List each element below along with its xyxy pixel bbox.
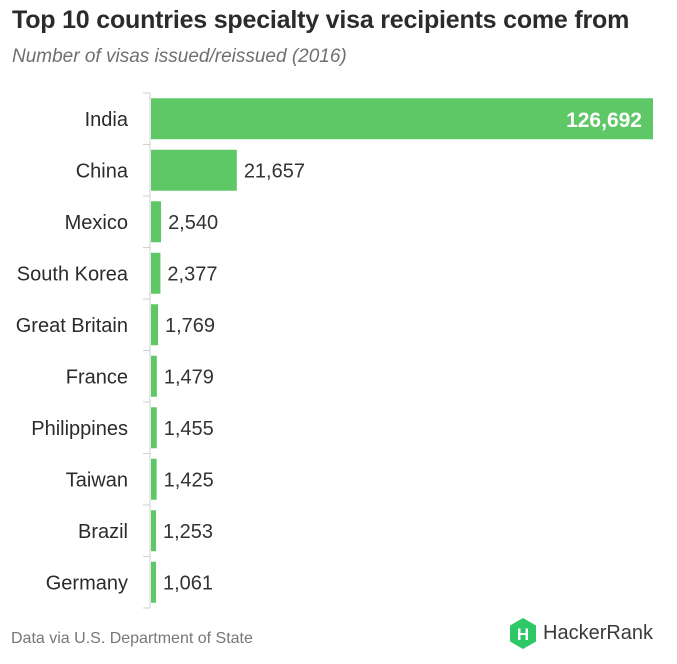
category-label: Great Britain: [16, 315, 128, 337]
chart-title: Top 10 countries specialty visa recipien…: [12, 6, 630, 34]
bar-chart: India 126,692 China 21,657 Mexico 2,540 South …: [16, 92, 653, 609]
category-label: Philippines: [31, 418, 128, 440]
bar: [151, 201, 162, 243]
data-label: 1,455: [164, 418, 214, 440]
bar: [151, 510, 156, 552]
category-label: India: [85, 109, 129, 131]
data-label: 2,540: [168, 212, 218, 234]
data-label: 2,377: [167, 263, 217, 285]
category-label: Taiwan: [66, 469, 128, 491]
bar: [151, 252, 161, 294]
chart-subtitle: Number of visas issued/reissued (2016): [12, 46, 347, 67]
category-label: South Korea: [17, 263, 129, 285]
bar: [151, 304, 159, 346]
category-label: Germany: [46, 572, 128, 594]
bar: [151, 458, 157, 500]
brand-name: HackerRank: [543, 622, 654, 644]
category-label: France: [66, 366, 128, 388]
bar: [151, 98, 653, 140]
data-label: 1,769: [165, 315, 215, 337]
brand-logo: H HackerRank: [509, 618, 653, 649]
bar: [151, 407, 157, 449]
bar: [151, 149, 237, 191]
svg-text:H: H: [517, 625, 529, 644]
data-label: 21,657: [244, 160, 305, 182]
source-note: Data via U.S. Department of State: [11, 630, 253, 647]
hackerrank-logo-icon: H: [510, 618, 536, 649]
data-label: 1,061: [163, 572, 213, 594]
category-label: Mexico: [65, 212, 128, 234]
data-label: 126,692: [566, 109, 642, 132]
bar: [151, 561, 156, 603]
category-label: China: [76, 160, 129, 182]
data-label: 1,479: [164, 366, 214, 388]
data-label: 1,253: [163, 521, 213, 543]
category-label: Brazil: [78, 521, 128, 543]
data-label: 1,425: [164, 469, 214, 491]
bar: [151, 355, 157, 397]
